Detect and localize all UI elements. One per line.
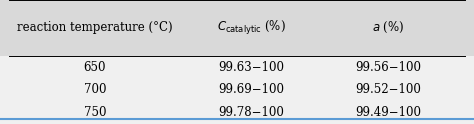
- Bar: [0, 0, 474, 56]
- Text: 99.78−100: 99.78−100: [219, 106, 284, 119]
- Text: 700: 700: [83, 83, 106, 96]
- Text: $a$ (%): $a$ (%): [373, 20, 405, 35]
- Text: 99.56−100: 99.56−100: [356, 61, 422, 74]
- Text: 99.52−100: 99.52−100: [356, 83, 421, 96]
- Text: 650: 650: [83, 61, 106, 74]
- Text: 99.69−100: 99.69−100: [218, 83, 284, 96]
- Text: $C_{\rm catalytic}$ (%): $C_{\rm catalytic}$ (%): [217, 19, 286, 37]
- Text: reaction temperature (°C): reaction temperature (°C): [17, 21, 173, 34]
- Text: 750: 750: [83, 106, 106, 119]
- Text: 99.49−100: 99.49−100: [356, 106, 422, 119]
- Text: 99.63−100: 99.63−100: [218, 61, 284, 74]
